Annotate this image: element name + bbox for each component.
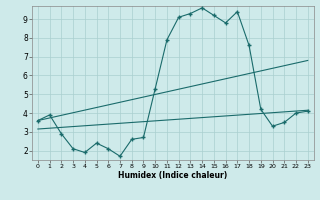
X-axis label: Humidex (Indice chaleur): Humidex (Indice chaleur) [118, 171, 228, 180]
